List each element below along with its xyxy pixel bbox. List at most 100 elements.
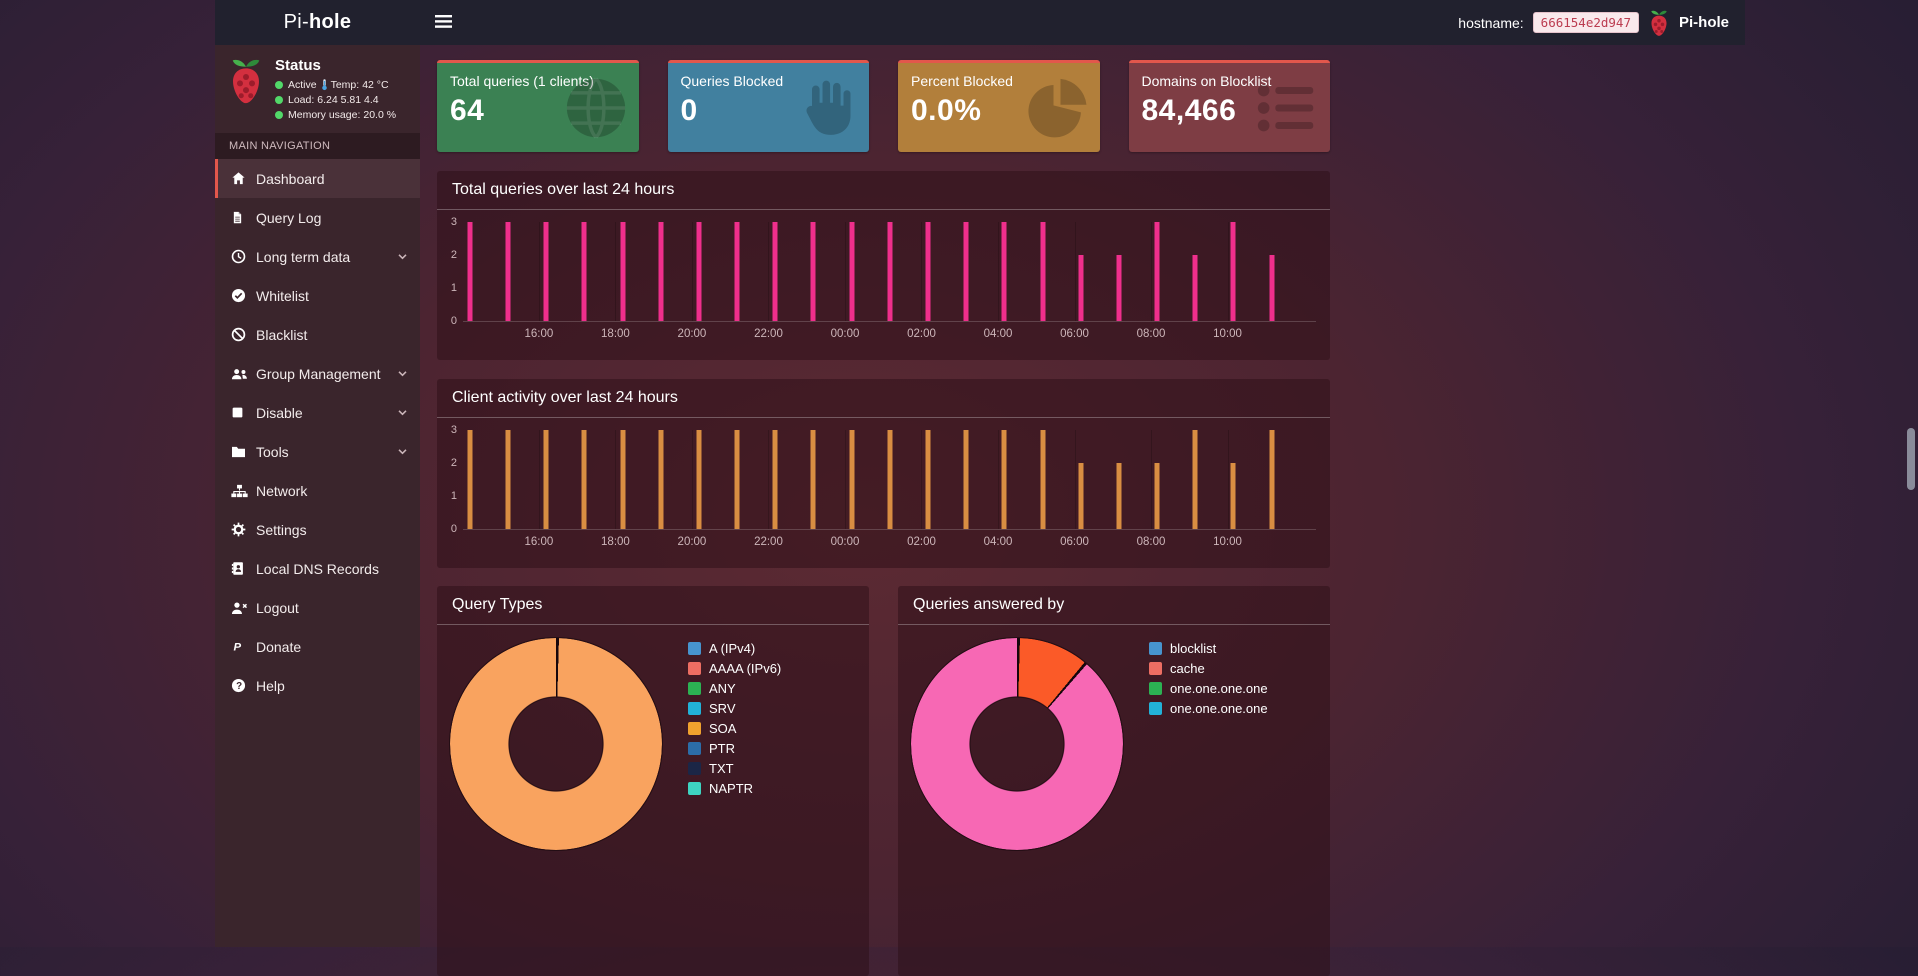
- x-tick-label: 02:00: [907, 328, 936, 340]
- chart-x-axis: 16:00 18:00 20:00 22:00 00:00 02:00 04:00 06:00…: [463, 534, 1316, 554]
- chart-bar: [1001, 222, 1007, 321]
- sidebar-item-label: Whitelist: [256, 287, 309, 304]
- sidebar-item-disable[interactable]: Disable: [215, 393, 420, 432]
- legend-item-any[interactable]: ANY: [688, 681, 781, 696]
- x-tick-label: 18:00: [601, 328, 630, 340]
- x-tick-label: 20:00: [677, 536, 707, 548]
- sidebar-menu: Dashboard Query Log Long term data Whitelis…: [215, 159, 420, 705]
- pihole-logo-title: Pi-hole: [1678, 14, 1729, 31]
- legend-item-a-ipv4[interactable]: A (IPv4): [688, 641, 781, 656]
- sidebar-item-local-dns-records[interactable]: Local DNS Records: [215, 549, 420, 588]
- legend-item-naptr[interactable]: NAPTR: [688, 781, 781, 796]
- chart-bar: [772, 222, 778, 321]
- client-activity-chart: 0 1 2 3 16:00 18:00 20:00 22:00 00:00 02:00 04:00…: [437, 418, 1330, 568]
- sidebar-item-label: Help: [256, 677, 285, 694]
- sidebar-item-donate[interactable]: P Donate: [215, 627, 420, 666]
- panel-title: Total queries over last 24 hours: [437, 171, 1330, 210]
- sidebar-item-settings[interactable]: Settings: [215, 510, 420, 549]
- sidebar-item-label: Logout: [256, 599, 299, 616]
- legend-item-cache[interactable]: cache: [1149, 661, 1268, 676]
- x-tick-label: 04:00: [983, 328, 1013, 340]
- chart-bar: [925, 430, 931, 529]
- svg-text:?: ?: [236, 681, 242, 692]
- sidebar-item-label: Query Log: [256, 209, 322, 226]
- sidebar-item-whitelist[interactable]: Whitelist: [215, 276, 420, 315]
- chart-bar: [1230, 463, 1236, 529]
- chart-bar: [963, 430, 969, 529]
- legend-label: one.one.one.one: [1170, 701, 1268, 716]
- panel-query-types: Query Types A (IPv4) AAAA (IPv6) ANY SRV SOA…: [437, 586, 869, 976]
- stop-icon: [231, 406, 256, 419]
- chart-bar: [1192, 255, 1198, 321]
- gridline: [691, 430, 693, 529]
- gridline: [1227, 222, 1229, 321]
- legend-label: TXT: [709, 761, 734, 776]
- x-tick-label: 08:00: [1136, 328, 1166, 340]
- chevron-down-icon: [397, 446, 408, 457]
- bottom-panels-row: Query Types A (IPv4) AAAA (IPv6) ANY SRV SOA…: [437, 586, 1330, 976]
- chart-bar: [696, 430, 702, 529]
- chart-x-axis: 16:00 18:00 20:00 22:00 00:00 02:00 04:00 06:00…: [463, 326, 1316, 346]
- stat-card-value: 84,466: [1141, 94, 1237, 127]
- sidebar-item-label: Settings: [256, 521, 307, 538]
- legend-item-txt[interactable]: TXT: [688, 761, 781, 776]
- legend-label: A (IPv4): [709, 641, 756, 656]
- legend-label: SRV: [709, 701, 736, 716]
- sidebar-item-long-term-data[interactable]: Long term data: [215, 237, 420, 276]
- sidebar-item-label: Network: [256, 482, 308, 499]
- legend-color-swatch: [688, 762, 701, 775]
- sidebar-item-blacklist[interactable]: Blacklist: [215, 315, 420, 354]
- sidebar-item-group-management[interactable]: Group Management: [215, 354, 420, 393]
- check-circle-icon: [231, 288, 256, 303]
- stat-card-value: 0.0%: [911, 94, 982, 127]
- scrollbar-thumb[interactable]: [1907, 428, 1915, 490]
- chart-bar: [1040, 222, 1046, 321]
- y-tick-label: 2: [450, 457, 457, 470]
- legend-item-aaaa-ipv6[interactable]: AAAA (IPv6): [688, 661, 781, 676]
- file-icon: [231, 210, 256, 225]
- x-tick-label: 08:00: [1136, 536, 1166, 548]
- raspberry-logo-icon: [227, 57, 265, 121]
- legend-item-one-one-one-one[interactable]: one.one.one.one: [1149, 701, 1268, 716]
- gridline: [1074, 222, 1076, 321]
- stat-card-title: Domains on Blocklist: [1141, 73, 1272, 89]
- stat-card-percent-blocked: Percent Blocked 0.0%: [898, 60, 1100, 152]
- chart-bar: [543, 430, 549, 529]
- hand-icon: [791, 73, 861, 143]
- sidebar-item-help[interactable]: ? Help: [215, 666, 420, 705]
- status-ok-dot: [275, 111, 283, 119]
- chart-bar: [658, 430, 664, 529]
- gears-icon: [231, 522, 256, 537]
- sidebar-item-query-log[interactable]: Query Log: [215, 198, 420, 237]
- chart-bar: [1116, 255, 1122, 321]
- legend-item-one-one-one-one[interactable]: one.one.one.one: [1149, 681, 1268, 696]
- x-tick-label: 16:00: [524, 328, 554, 340]
- legend-item-srv[interactable]: SRV: [688, 701, 781, 716]
- gridline: [615, 430, 617, 529]
- legend-item-blocklist[interactable]: blocklist: [1149, 641, 1268, 656]
- gridline: [844, 222, 846, 321]
- sidebar-toggle-button[interactable]: [420, 0, 466, 45]
- y-tick-label: 1: [450, 490, 457, 503]
- address-book-icon: [231, 561, 256, 576]
- gridline: [1074, 430, 1076, 529]
- sidebar-item-logout[interactable]: Logout: [215, 588, 420, 627]
- legend-item-ptr[interactable]: PTR: [688, 741, 781, 756]
- chevron-down-icon: [397, 368, 408, 379]
- gridline: [1151, 430, 1153, 529]
- legend-color-swatch: [1149, 682, 1162, 695]
- brand-logo[interactable]: Pi-hole: [215, 0, 420, 45]
- sidebar-item-tools[interactable]: Tools: [215, 432, 420, 471]
- total-queries-chart: 0 1 2 3 16:00 18:00 20:00 22:00 00:00 02:00 04:00…: [437, 210, 1330, 360]
- sidebar-item-dashboard[interactable]: Dashboard: [215, 159, 420, 198]
- legend-item-soa[interactable]: SOA: [688, 721, 781, 736]
- main-content: Total queries (1 clients) 64 Queries Block…: [420, 45, 1347, 976]
- status-panel: Status Active Temp: 42 °C Load: 6.24 5.8…: [215, 45, 420, 133]
- sidebar-item-network[interactable]: Network: [215, 471, 420, 510]
- query-types-donut: [449, 637, 663, 851]
- gridline: [921, 222, 923, 321]
- chart-bar: [581, 430, 587, 529]
- legend-label: NAPTR: [709, 781, 754, 796]
- list-icon: [1252, 73, 1322, 143]
- panel-answered-by: Queries answered by blocklist cache one.on…: [898, 586, 1330, 976]
